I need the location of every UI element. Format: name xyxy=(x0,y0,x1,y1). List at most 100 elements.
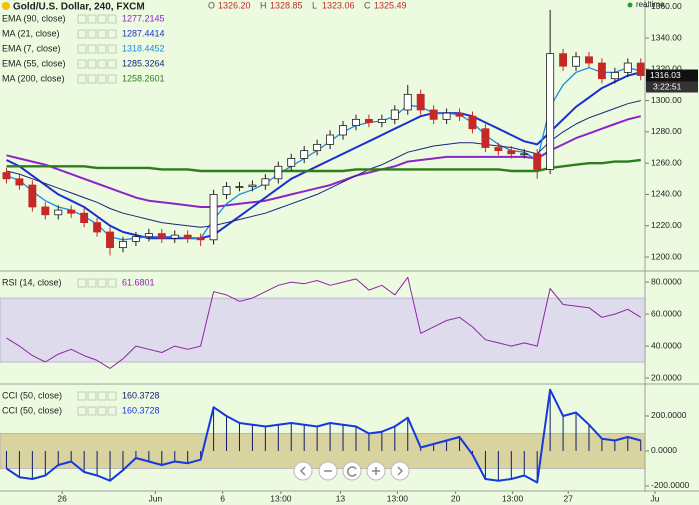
candle-body xyxy=(170,234,179,239)
legend-name: EMA (7, close) xyxy=(2,43,61,53)
navigation xyxy=(293,461,410,481)
candle-body xyxy=(623,62,632,73)
legend-icon xyxy=(87,278,97,288)
y-tick-label: 1280.00 xyxy=(651,126,682,136)
legend-name: MA (200, close) xyxy=(2,73,65,83)
candle-body xyxy=(15,178,24,186)
candle-body xyxy=(546,53,555,170)
status-dot xyxy=(627,2,633,8)
candle-body xyxy=(131,236,140,242)
candle-body xyxy=(144,233,153,238)
series-line xyxy=(5,388,642,484)
y-tick-label: 20.0000 xyxy=(651,372,682,382)
legend-icon xyxy=(77,29,87,39)
legend-icon xyxy=(97,59,107,69)
legend-backdrop xyxy=(0,43,170,55)
nav-button[interactable] xyxy=(318,461,338,481)
legend-name: RSI (14, close) xyxy=(2,277,62,287)
legend-icon xyxy=(77,44,87,54)
nav-button[interactable] xyxy=(390,461,410,481)
y-tick-label: 60.0000 xyxy=(651,308,682,318)
plot-area xyxy=(2,9,645,256)
y-tick-label: 80.0000 xyxy=(651,276,682,286)
readout-label: L xyxy=(312,0,317,10)
candle-body xyxy=(377,118,386,123)
nav-button[interactable] xyxy=(293,461,313,481)
candle-body xyxy=(326,134,335,145)
y-tick-label: 1200.00 xyxy=(651,251,682,261)
legend-icon xyxy=(87,74,97,84)
x-tick-label: 26 xyxy=(57,493,67,503)
y-tick-label: 1340.00 xyxy=(651,32,682,42)
series-line xyxy=(6,71,642,240)
x-tick-label: Ju xyxy=(650,493,659,503)
status: realtime xyxy=(636,0,665,9)
legend-icon xyxy=(107,14,117,24)
legend-value: 1285.3264 xyxy=(122,58,165,68)
candle-body xyxy=(636,62,645,76)
legend-backdrop xyxy=(0,277,170,289)
legend-icon xyxy=(107,278,117,288)
x-tick-label: 13:00 xyxy=(387,493,409,503)
candle-body xyxy=(235,186,244,189)
legend-icon xyxy=(77,59,87,69)
legend-value: 1258.2601 xyxy=(122,73,165,83)
countdown-tag xyxy=(646,81,698,93)
series-line xyxy=(6,276,642,369)
legend-icon xyxy=(87,59,97,69)
y-tick-label: 0.0000 xyxy=(651,445,677,455)
candle-body xyxy=(585,56,593,64)
legend-value: 1287.4414 xyxy=(122,28,165,38)
legend-backdrop xyxy=(0,28,170,40)
y-tick-label: 40.0000 xyxy=(651,340,682,350)
legend-icon xyxy=(77,74,87,84)
legend-icon xyxy=(87,29,97,39)
candle-body xyxy=(300,150,309,159)
candle-body xyxy=(28,184,37,208)
legend-icon xyxy=(97,74,107,84)
countdown: 3:22:51 xyxy=(653,81,682,91)
y-tick-label: -200.0000 xyxy=(651,480,690,490)
legend-icon xyxy=(107,44,117,54)
y-tick-label: 1240.00 xyxy=(651,189,682,199)
readout-label: C xyxy=(364,0,371,10)
symbol-title: Gold/U.S. Dollar, 240, FXCM xyxy=(13,2,145,13)
candle-body xyxy=(2,172,11,180)
candle-body xyxy=(313,143,322,152)
nav-button[interactable] xyxy=(366,461,386,481)
candle-body xyxy=(119,240,127,249)
candle-body xyxy=(209,194,218,241)
y-tick-label: 1300.00 xyxy=(651,95,682,105)
legend-icon xyxy=(97,391,107,401)
readout-label: O xyxy=(208,0,215,10)
readout-label: H xyxy=(260,0,267,10)
legend-value: 1318.4452 xyxy=(122,43,165,53)
legend-name: EMA (90, close) xyxy=(2,13,66,23)
candle-body xyxy=(93,222,102,233)
series-line xyxy=(6,100,641,228)
y-tick-label: 1320.00 xyxy=(651,64,682,74)
legend-icon xyxy=(77,406,87,416)
legend-backdrop xyxy=(0,405,170,417)
y-tick-label: 1360.00 xyxy=(651,1,682,11)
band xyxy=(0,297,645,363)
legend-backdrop xyxy=(0,13,170,25)
y-tick-label: 200.0000 xyxy=(651,410,687,420)
candle-body xyxy=(494,147,503,152)
legend-icon xyxy=(97,278,107,288)
x-tick-label: 13:00 xyxy=(502,493,524,503)
candle-body xyxy=(364,118,373,123)
legend-icon xyxy=(87,406,97,416)
candle-body xyxy=(54,209,63,216)
legend-name: MA (21, close) xyxy=(2,28,60,38)
nav-button[interactable] xyxy=(342,461,362,481)
legend-icon xyxy=(87,391,97,401)
candle-body xyxy=(610,72,619,80)
candle-body xyxy=(507,150,516,155)
candle-body xyxy=(468,115,477,130)
symbol-icon xyxy=(2,2,10,10)
legend-icon xyxy=(97,14,107,24)
plot-area xyxy=(0,388,645,484)
legend-name: CCI (50, close) xyxy=(2,405,62,415)
legend-icon xyxy=(107,74,117,84)
